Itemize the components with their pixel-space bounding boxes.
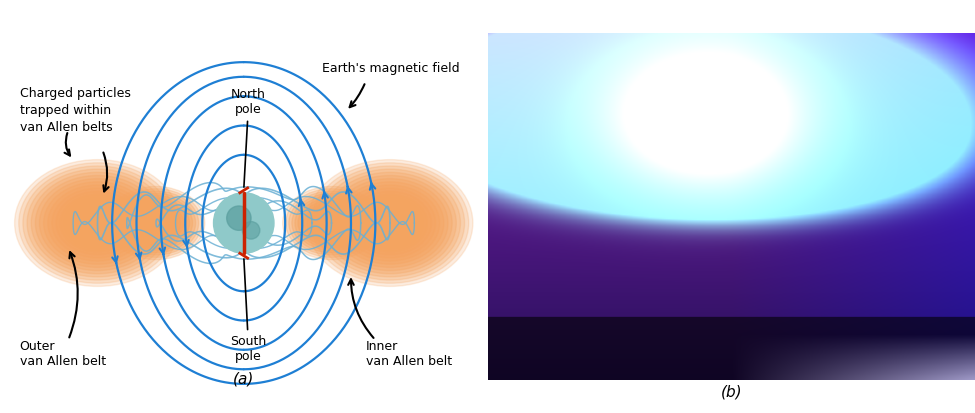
Text: Outer
van Allen belt: Outer van Allen belt — [20, 340, 105, 368]
Ellipse shape — [113, 191, 199, 255]
Ellipse shape — [289, 191, 374, 255]
Ellipse shape — [377, 214, 403, 233]
Ellipse shape — [310, 207, 353, 239]
Ellipse shape — [129, 202, 183, 244]
Circle shape — [242, 221, 259, 239]
Text: South
pole: South pole — [230, 259, 267, 363]
Ellipse shape — [15, 160, 180, 286]
Ellipse shape — [320, 169, 460, 277]
Ellipse shape — [19, 163, 176, 283]
Ellipse shape — [329, 221, 334, 225]
Ellipse shape — [301, 200, 362, 246]
Ellipse shape — [52, 188, 143, 258]
Ellipse shape — [304, 202, 359, 244]
Ellipse shape — [381, 217, 399, 229]
Ellipse shape — [119, 196, 193, 250]
Ellipse shape — [361, 201, 419, 245]
Ellipse shape — [320, 214, 343, 232]
Ellipse shape — [307, 205, 356, 241]
Ellipse shape — [132, 205, 180, 241]
Text: North
pole: North pole — [231, 88, 266, 187]
Ellipse shape — [48, 185, 147, 261]
Ellipse shape — [90, 217, 105, 229]
Ellipse shape — [326, 218, 337, 228]
Ellipse shape — [150, 218, 162, 228]
Ellipse shape — [323, 216, 340, 230]
Text: Earth's magnetic field: Earth's magnetic field — [322, 62, 459, 75]
Ellipse shape — [286, 189, 377, 257]
Ellipse shape — [72, 204, 123, 242]
Ellipse shape — [316, 166, 464, 280]
Ellipse shape — [340, 185, 440, 261]
Text: (b): (b) — [721, 385, 742, 400]
Ellipse shape — [311, 163, 469, 283]
Ellipse shape — [110, 189, 202, 257]
Ellipse shape — [332, 179, 448, 267]
Circle shape — [226, 206, 252, 230]
Ellipse shape — [35, 176, 160, 271]
Ellipse shape — [44, 182, 151, 264]
Ellipse shape — [353, 195, 427, 252]
Ellipse shape — [57, 191, 138, 255]
Ellipse shape — [349, 191, 431, 255]
Ellipse shape — [316, 211, 347, 235]
Ellipse shape — [27, 169, 168, 277]
Ellipse shape — [324, 172, 456, 274]
Ellipse shape — [370, 207, 410, 239]
Ellipse shape — [144, 214, 168, 232]
Ellipse shape — [107, 186, 205, 260]
Ellipse shape — [147, 216, 165, 230]
Ellipse shape — [64, 198, 131, 248]
Text: Charged particles
trapped within
van Allen belts: Charged particles trapped within van All… — [20, 86, 131, 133]
Ellipse shape — [328, 176, 452, 271]
Ellipse shape — [313, 209, 350, 237]
Text: (a): (a) — [233, 371, 254, 386]
Ellipse shape — [68, 201, 127, 245]
Ellipse shape — [336, 182, 444, 264]
Ellipse shape — [140, 211, 172, 235]
Ellipse shape — [31, 172, 164, 274]
Ellipse shape — [283, 186, 380, 260]
Ellipse shape — [307, 160, 473, 286]
Ellipse shape — [22, 166, 173, 280]
Ellipse shape — [298, 198, 365, 248]
Ellipse shape — [137, 209, 175, 237]
Ellipse shape — [77, 207, 118, 239]
Ellipse shape — [373, 210, 407, 236]
Text: Inner
van Allen belt: Inner van Allen belt — [366, 340, 451, 368]
Ellipse shape — [344, 188, 436, 258]
Ellipse shape — [123, 198, 189, 248]
Ellipse shape — [126, 200, 186, 246]
Circle shape — [214, 193, 274, 253]
Ellipse shape — [294, 196, 369, 250]
Ellipse shape — [365, 204, 415, 242]
Ellipse shape — [81, 210, 114, 236]
Ellipse shape — [292, 193, 371, 253]
Ellipse shape — [153, 221, 159, 225]
Ellipse shape — [39, 179, 155, 267]
Ellipse shape — [386, 220, 394, 226]
Ellipse shape — [85, 214, 110, 233]
Ellipse shape — [357, 198, 423, 248]
Ellipse shape — [135, 207, 177, 239]
Ellipse shape — [94, 220, 101, 226]
Ellipse shape — [116, 193, 196, 253]
Ellipse shape — [60, 195, 135, 252]
